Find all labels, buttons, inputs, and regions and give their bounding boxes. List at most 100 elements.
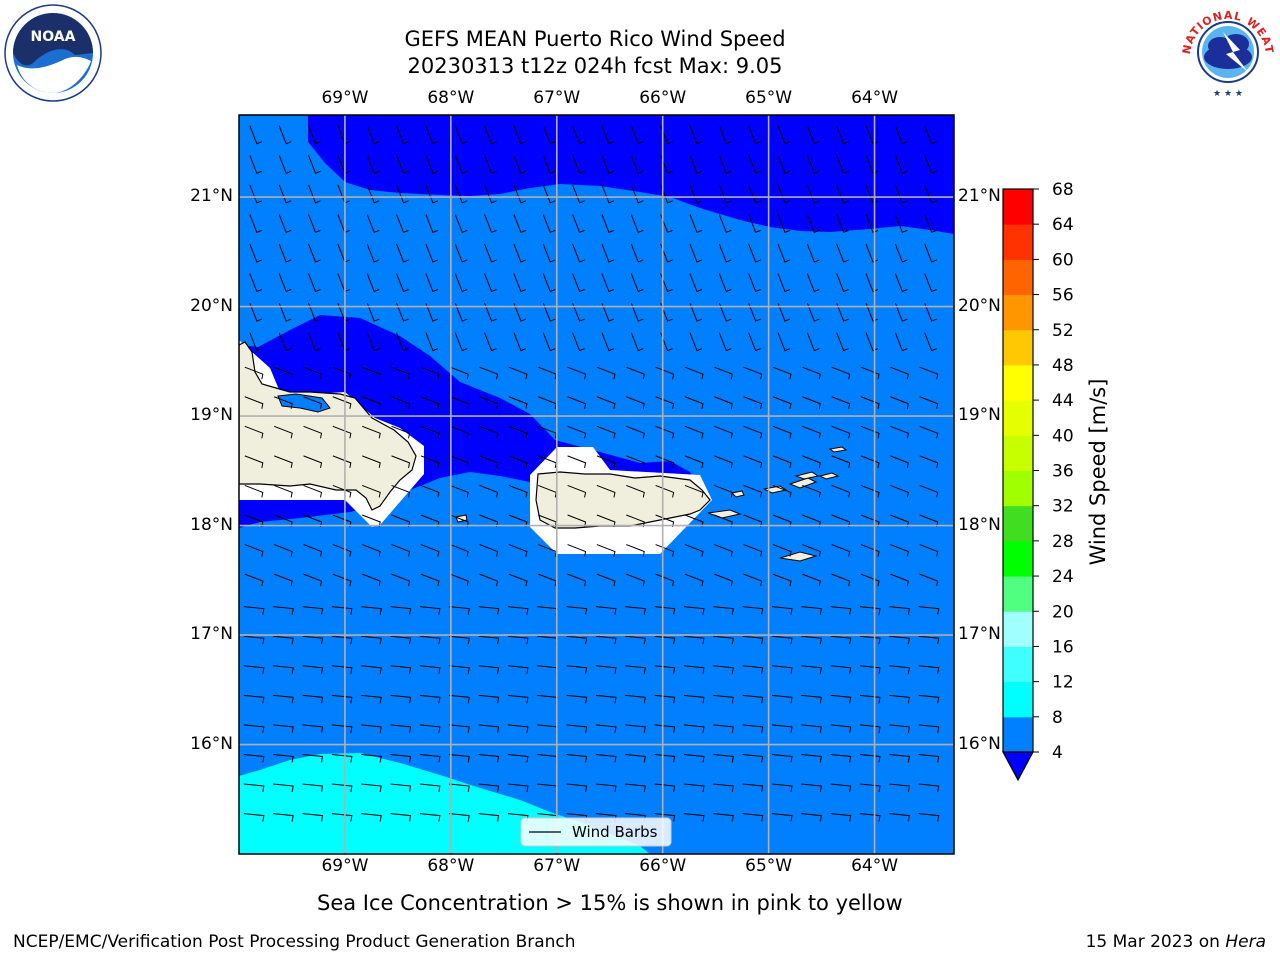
wind-barb — [419, 694, 441, 704]
wind-barb — [772, 544, 792, 557]
wind-barb — [860, 484, 880, 498]
wind-barb — [830, 724, 852, 733]
wind-barb — [243, 635, 265, 645]
wind-barb — [713, 724, 734, 733]
wind-barb — [302, 635, 324, 645]
lon-tick-label-top: 69°W — [321, 88, 369, 108]
wind-barb — [713, 635, 734, 645]
wind-barb — [508, 366, 528, 380]
wind-barb — [449, 665, 470, 674]
wind-barb — [860, 366, 880, 380]
wind-barb — [332, 484, 352, 498]
wind-barb — [654, 813, 676, 822]
wind-barb — [919, 573, 939, 587]
wind-barb — [278, 214, 292, 234]
wind-barb — [772, 396, 792, 409]
wind-barb — [684, 573, 704, 587]
wind-barb — [478, 783, 500, 793]
wind-barb — [425, 273, 439, 293]
wind-barb — [802, 366, 821, 380]
wind-barb — [801, 724, 822, 733]
wind-barb — [890, 425, 909, 439]
wind-barb — [718, 332, 732, 352]
wind-barb — [572, 243, 585, 263]
colorbar-segment — [1003, 470, 1033, 507]
wind-barb — [542, 243, 556, 263]
wind-barb — [830, 665, 852, 674]
wind-barb — [479, 425, 499, 439]
wind-barb — [243, 724, 265, 733]
wind-barb — [777, 214, 791, 234]
wind-barb — [566, 635, 588, 645]
wind-barb — [748, 155, 761, 174]
wind-barb — [626, 573, 645, 587]
wind-barb — [454, 273, 468, 293]
wind-barb — [654, 606, 676, 615]
wind-barb — [419, 606, 441, 615]
colorbar-tick-label: 28 — [1052, 532, 1074, 552]
colorbar-tick-label: 32 — [1052, 497, 1074, 517]
colorbar-tick-label: 16 — [1052, 637, 1074, 657]
wind-barb — [802, 455, 821, 468]
wind-barb — [714, 425, 733, 439]
wind-barb — [331, 783, 353, 793]
wind-barb — [390, 813, 412, 822]
colorbar-tick-label: 44 — [1052, 391, 1074, 411]
wind-barb — [391, 455, 411, 468]
colorbar-segment — [1003, 611, 1033, 647]
wind-barb — [273, 694, 294, 704]
wind-barb — [303, 544, 323, 557]
wind-barb — [478, 694, 500, 704]
wind-barb — [302, 753, 324, 763]
wind-barb — [420, 544, 440, 557]
wind-barb — [249, 125, 263, 145]
wind-barb — [513, 155, 527, 174]
wind-barb — [742, 694, 764, 704]
wind-barb — [889, 783, 910, 793]
wind-barb — [596, 544, 616, 557]
wind-barb — [595, 753, 617, 763]
wind-barb — [625, 606, 646, 615]
colorbar-tick-label: 4 — [1052, 743, 1063, 763]
wind-barb — [391, 544, 411, 557]
lat-tick-label-right: 17°N — [958, 624, 1001, 645]
wind-barb — [567, 573, 587, 587]
wind-barb — [601, 184, 615, 204]
wind-barb — [249, 155, 263, 174]
wind-barb — [806, 155, 820, 174]
wind-barb — [771, 783, 793, 793]
wind-barb — [566, 783, 588, 793]
wind-barb — [865, 184, 879, 204]
wind-barb — [859, 635, 881, 645]
subtitle-text: Sea Ice Concentration > 15% is shown in … — [239, 891, 1039, 915]
wind-barbs — [243, 125, 940, 822]
wind-barb — [449, 813, 470, 822]
wind-barb — [244, 544, 264, 557]
wind-barb — [243, 753, 265, 763]
wind-barb — [718, 214, 732, 234]
wind-barb — [366, 302, 380, 322]
wind-barb — [302, 813, 324, 822]
wind-barb — [567, 544, 587, 557]
wind-barb — [479, 455, 499, 468]
wind-barb — [830, 783, 852, 793]
wind-barb — [302, 694, 324, 704]
wind-barb — [894, 302, 908, 322]
wind-barb — [278, 243, 292, 263]
wind-barb — [743, 484, 763, 498]
wind-barb — [513, 332, 527, 352]
wind-barb — [742, 813, 764, 822]
wind-barb — [830, 753, 852, 763]
wind-barb — [742, 606, 764, 615]
wind-barb — [771, 606, 793, 615]
wind-barb — [303, 573, 323, 587]
colorbar-segment — [1003, 294, 1033, 331]
wind-barb — [595, 606, 617, 615]
wind-barb — [918, 753, 940, 763]
wind-barb — [572, 214, 585, 234]
wind-barb — [830, 694, 852, 704]
wind-barb — [332, 455, 352, 468]
wind-barb — [366, 184, 380, 204]
wind-barb — [718, 243, 732, 263]
